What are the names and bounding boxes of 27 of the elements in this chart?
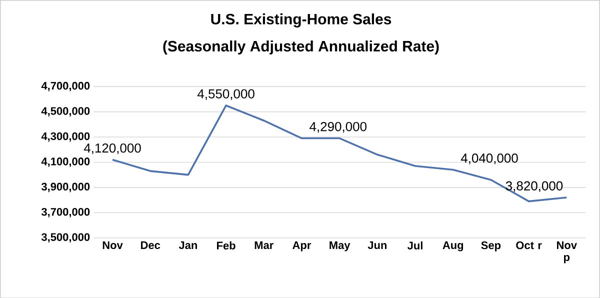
data-label: 4,290,000 — [310, 122, 366, 133]
x-tick-label: Apr — [292, 241, 312, 252]
y-tick-label: 3,500,000 — [41, 233, 90, 242]
x-tick-label: Nov p — [557, 241, 577, 264]
data-label: 4,120,000 — [84, 143, 141, 154]
x-tick-label: Mar — [254, 241, 274, 249]
chart-title: U.S. Existing-Home Sales — [211, 13, 392, 28]
data-label: 4,040,000 — [460, 153, 518, 164]
x-tick-label: Feb — [217, 241, 236, 250]
x-tick-label: Nov — [102, 241, 123, 249]
x-tick-label: Jul — [408, 241, 422, 250]
y-tick-label: 3,900,000 — [41, 182, 90, 192]
chart-subtitle: (Seasonally Adjusted Annualized Rate) — [163, 40, 439, 54]
data-label: 3,820,000 — [506, 181, 563, 192]
y-tick-label: 4,100,000 — [41, 157, 90, 167]
x-tick-label: Jun — [368, 241, 387, 249]
y-tick-label: 4,700,000 — [41, 82, 90, 92]
data-label: 4,550,000 — [197, 89, 254, 100]
x-tick-label: Oct r — [516, 241, 542, 249]
y-tick-label: 4,500,000 — [41, 106, 90, 116]
x-tick-label: Aug — [442, 241, 464, 252]
y-tick-label: 4,300,000 — [41, 132, 90, 142]
y-tick-label: 3,700,000 — [41, 208, 90, 218]
x-tick-label: May — [330, 241, 350, 252]
x-tick-label: Dec — [141, 241, 160, 249]
x-tick-label: Jan — [178, 241, 197, 249]
x-tick-label: Sep — [481, 241, 501, 252]
